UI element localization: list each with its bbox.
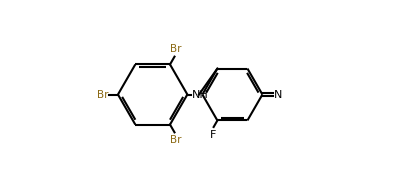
- Text: NH: NH: [192, 90, 209, 99]
- Text: Br: Br: [170, 44, 181, 54]
- Text: F: F: [210, 130, 216, 140]
- Text: Br: Br: [97, 90, 108, 99]
- Text: N: N: [273, 90, 282, 99]
- Text: Br: Br: [170, 135, 181, 145]
